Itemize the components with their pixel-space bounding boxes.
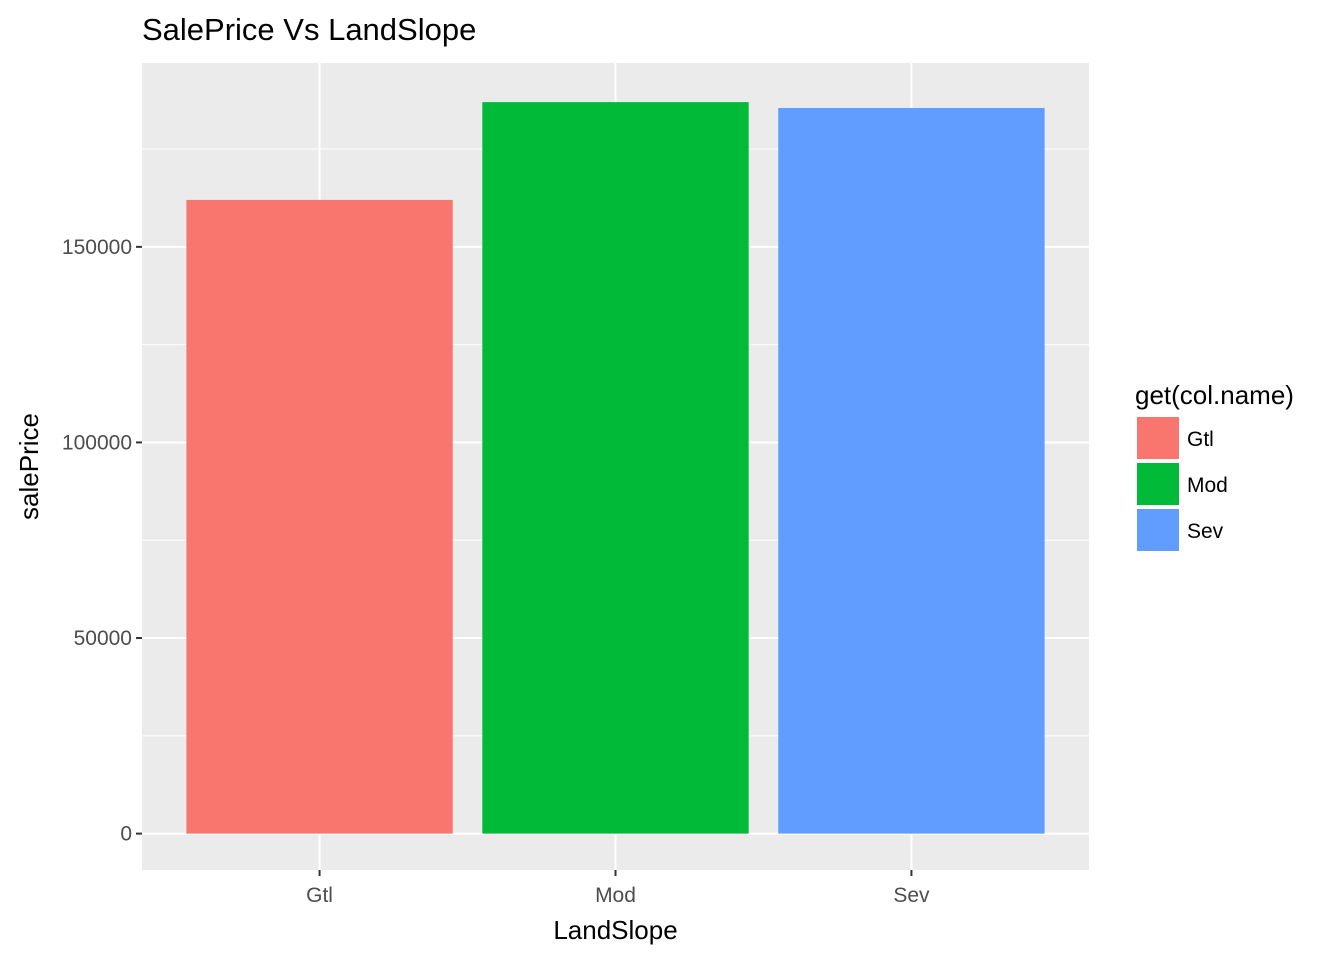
x-tick-label: Sev <box>893 884 930 907</box>
legend-label: Sev <box>1187 520 1224 543</box>
y-axis-title: salePrice <box>14 413 44 520</box>
bar-sev <box>778 107 1045 834</box>
bars <box>186 102 1045 834</box>
bar-gtl <box>186 199 453 834</box>
y-tick-label: 50000 <box>74 627 132 650</box>
legend-swatch-mod <box>1135 461 1181 507</box>
y-tick-label: 100000 <box>62 431 132 454</box>
legend-title: get(col.name) <box>1135 380 1294 410</box>
legend-label: Mod <box>1187 474 1228 497</box>
legend-swatch-sev <box>1135 507 1181 553</box>
legend: get(col.name) Gtl Mod Sev <box>1135 380 1294 553</box>
x-axis-title: LandSlope <box>553 915 677 945</box>
legend-label: Gtl <box>1187 428 1214 451</box>
x-tick-label: Gtl <box>306 884 333 907</box>
y-axis-ticks: 0 50000 100000 150000 <box>62 236 142 846</box>
chart-title: SalePrice Vs LandSlope <box>142 12 476 47</box>
legend-swatch-gtl <box>1135 415 1181 461</box>
y-tick-label: 0 <box>120 823 132 846</box>
x-axis-ticks: Gtl Mod Sev <box>306 870 930 907</box>
bar-mod <box>482 102 749 834</box>
y-tick-label: 150000 <box>62 236 132 259</box>
x-tick-label: Mod <box>595 884 636 907</box>
